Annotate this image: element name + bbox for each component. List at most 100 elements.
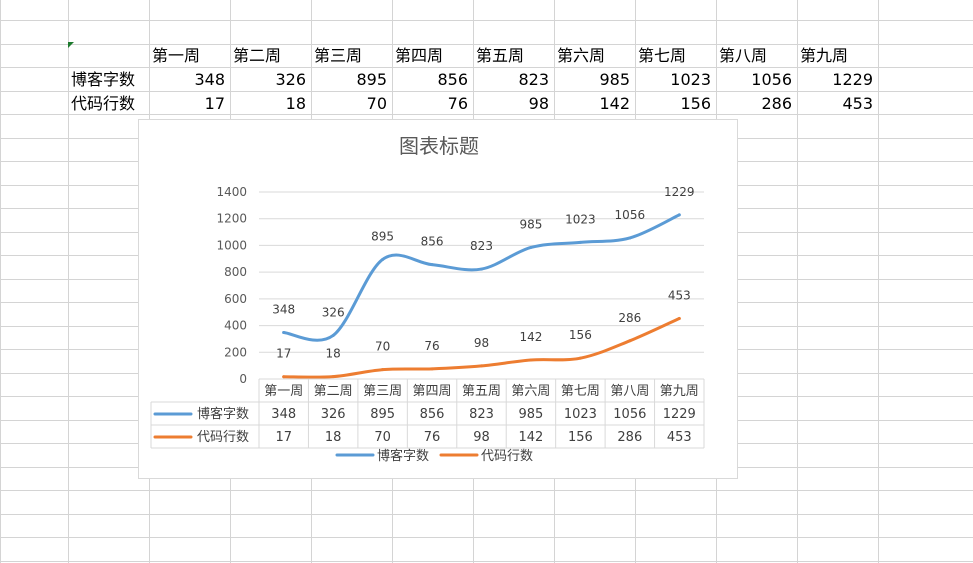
chart-area[interactable]: 图表标题 0 200 400 600 800 1000 1200 1400 348 326 895 85… [138,119,738,479]
value-cell[interactable]: 1056 [751,70,792,89]
value-cell[interactable]: 453 [842,94,873,113]
value-cell[interactable]: 856 [437,70,468,89]
data-point[interactable] [677,316,681,320]
data-table-value: 142 [519,430,544,445]
x-category-label: 第三周 [363,384,402,399]
y-tick-label: 800 [224,265,247,279]
data-table-value: 18 [325,430,342,445]
line-chart: 图表标题 0 200 400 600 800 1000 1200 1400 348 326 895 85… [150,134,705,464]
data-label: 286 [618,311,641,325]
header-cell[interactable]: 第五周 [476,46,525,65]
data-table-value: 823 [469,407,494,422]
data-label: 1056 [615,208,646,222]
data-point[interactable] [331,375,335,379]
data-point[interactable] [282,331,286,335]
y-tick-label: 200 [224,345,247,359]
y-tick-label: 400 [224,319,247,333]
y-tick-label: 0 [239,372,247,386]
data-point[interactable] [578,240,582,244]
data-point[interactable] [480,364,483,368]
data-label: 1023 [565,212,596,226]
x-category-label: 第二周 [314,384,353,399]
header-cell[interactable]: 第三周 [314,46,363,65]
data-table-value: 70 [374,430,391,445]
value-cell[interactable]: 156 [680,94,711,113]
x-category-label: 第五周 [462,384,501,399]
row-label-cell[interactable]: 博客字数 [71,70,136,89]
data-label: 1229 [664,185,695,199]
data-table-value: 1229 [663,407,696,422]
data-point[interactable] [381,257,385,261]
data-table-value: 453 [667,430,692,445]
y-tick-label: 600 [224,292,247,306]
data-point[interactable] [529,245,533,249]
x-category-label: 第一周 [264,384,303,399]
value-cell[interactable]: 1229 [832,70,873,89]
y-tick-label: 1000 [216,238,247,252]
value-cell[interactable]: 17 [204,94,225,113]
data-point[interactable] [578,356,582,360]
data-table-value: 17 [275,430,292,445]
data-label: 985 [519,217,542,231]
value-cell[interactable]: 286 [761,94,792,113]
data-label: 895 [371,229,394,243]
data-point[interactable] [282,375,286,379]
data-label: 326 [322,305,345,319]
value-cell[interactable]: 895 [356,70,387,89]
data-table-series-name: 代码行数 [197,430,249,445]
header-cell[interactable]: 第四周 [395,46,444,65]
data-point[interactable] [480,267,483,271]
data-point[interactable] [529,358,533,362]
x-category-label: 第九周 [660,384,699,399]
data-label: 76 [424,339,439,353]
legend-label: 博客字数 [377,448,429,464]
value-cell[interactable]: 985 [599,70,630,89]
data-table-value: 856 [420,407,445,422]
header-cell[interactable]: 第二周 [233,46,282,65]
data-point[interactable] [677,213,681,217]
chart-title: 图表标题 [399,134,479,158]
data-table-value: 98 [473,430,490,445]
data-label: 348 [272,303,295,317]
row-label-cell[interactable]: 代码行数 [71,94,136,113]
header-cell[interactable]: 第六周 [557,46,606,65]
data-table-value: 326 [321,407,346,422]
value-cell[interactable]: 348 [194,70,225,89]
value-cell[interactable]: 142 [599,94,630,113]
data-point[interactable] [628,339,632,343]
data-label: 823 [470,239,493,253]
data-point[interactable] [628,236,632,240]
value-cell[interactable]: 18 [285,94,306,113]
value-cell[interactable]: 1023 [670,70,711,89]
legend-label: 代码行数 [481,449,533,464]
data-point[interactable] [381,368,385,372]
cell-corner-marker [68,42,74,48]
data-table-value: 1023 [564,407,597,422]
data-label: 17 [276,347,291,361]
value-cell[interactable]: 76 [447,94,468,113]
header-cell[interactable]: 第七周 [638,46,687,65]
data-table-value: 76 [424,430,441,445]
data-table-value: 895 [370,407,395,422]
value-cell[interactable]: 326 [275,70,306,89]
y-tick-label: 1200 [216,212,247,226]
data-label: 18 [326,347,341,361]
header-cell[interactable]: 第九周 [800,46,849,65]
header-cell[interactable]: 第八周 [719,46,768,65]
data-table-value: 286 [617,430,642,445]
data-label: 156 [569,328,592,342]
value-cell[interactable]: 98 [528,94,549,113]
y-tick-label: 1400 [216,185,247,199]
x-category-label: 第六周 [511,384,550,399]
header-cell[interactable]: 第一周 [152,46,201,65]
data-point[interactable] [430,263,434,267]
x-category-label: 第八周 [610,384,649,399]
data-point[interactable] [331,333,335,337]
value-cell[interactable]: 70 [366,94,387,113]
data-point[interactable] [430,367,434,371]
data-label: 142 [519,330,542,344]
data-table-value: 348 [271,407,296,422]
x-category-label: 第四周 [413,384,452,399]
data-table-value: 156 [568,430,593,445]
value-cell[interactable]: 823 [518,70,549,89]
